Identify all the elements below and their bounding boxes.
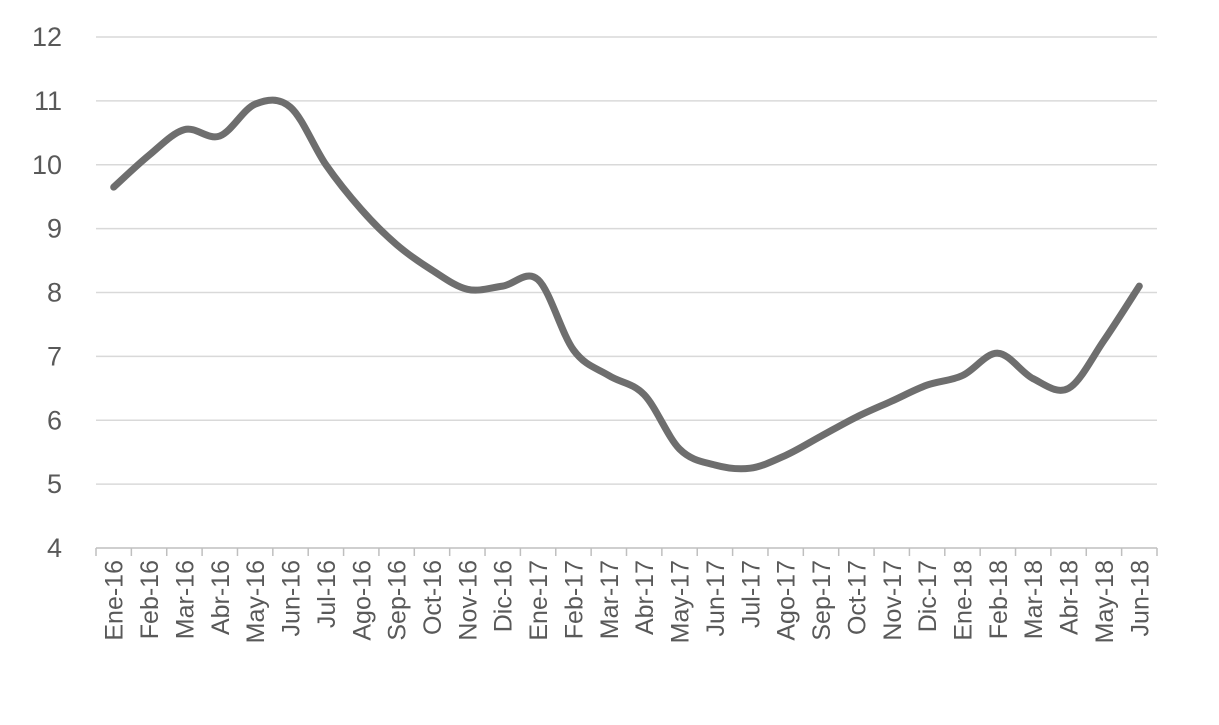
x-tick-label: Feb-18 [985,560,1013,639]
x-tick-label: Ene-17 [525,560,553,641]
x-tick-label: Jun-18 [1126,560,1154,636]
x-tick-label: Jun-16 [278,560,306,636]
x-tick-label: Feb-16 [136,560,164,639]
x-tick-label: Mar-17 [596,560,624,639]
x-tick-label: Nov-17 [879,560,907,641]
x-tick-label: Mar-18 [1020,560,1048,639]
x-tick-label: Dic-17 [914,560,942,632]
x-tick-label: Jun-17 [702,560,730,636]
x-tick-label: Ago-16 [348,560,376,641]
y-tick-label: 8 [47,278,62,308]
y-tick-label: 5 [47,469,62,499]
x-tick-label: Oct-16 [419,560,447,635]
x-tick-label: Ene-18 [949,560,977,641]
x-tick-label: Mar-16 [171,560,199,639]
x-tick-label: Sep-16 [384,560,412,641]
x-tick-label: Feb-17 [560,560,588,639]
x-tick-label: Ago-17 [773,560,801,641]
y-tick-label: 10 [32,150,62,180]
x-tick-label: Nov-16 [454,560,482,641]
x-tick-label: May-18 [1091,560,1119,643]
y-tick-label: 11 [34,86,62,116]
x-tick-label: Dic-16 [490,560,518,632]
x-axis [95,547,1158,556]
x-tick-label: Jul-16 [313,560,341,628]
y-tick-label: 6 [47,405,62,435]
y-tick-label: 9 [47,214,62,244]
x-tick-label: May-16 [242,560,270,643]
x-tick-label: May-17 [667,560,695,643]
x-axis-tick-labels: Ene-16 Feb-16 Mar-16 Abr-16 May-16 Jun-16 Jul-… [101,560,1155,643]
y-axis-tick-labels: 4 5 6 7 8 9 10 11 12 [32,22,62,563]
y-tick-label: 7 [47,341,62,371]
x-tick-label: Abr-18 [1056,560,1084,635]
x-tick-label: Sep-17 [808,560,836,641]
y-tick-label: 12 [32,22,62,52]
y-tick-label: 4 [47,533,62,563]
series-line [110,96,1143,473]
x-tick-label: Oct-17 [843,560,871,635]
x-tick-label: Abr-16 [207,560,235,635]
x-tick-label: Ene-16 [101,560,129,641]
x-tick-label: Abr-17 [631,560,659,635]
x-tick-label: Jul-17 [737,560,765,628]
